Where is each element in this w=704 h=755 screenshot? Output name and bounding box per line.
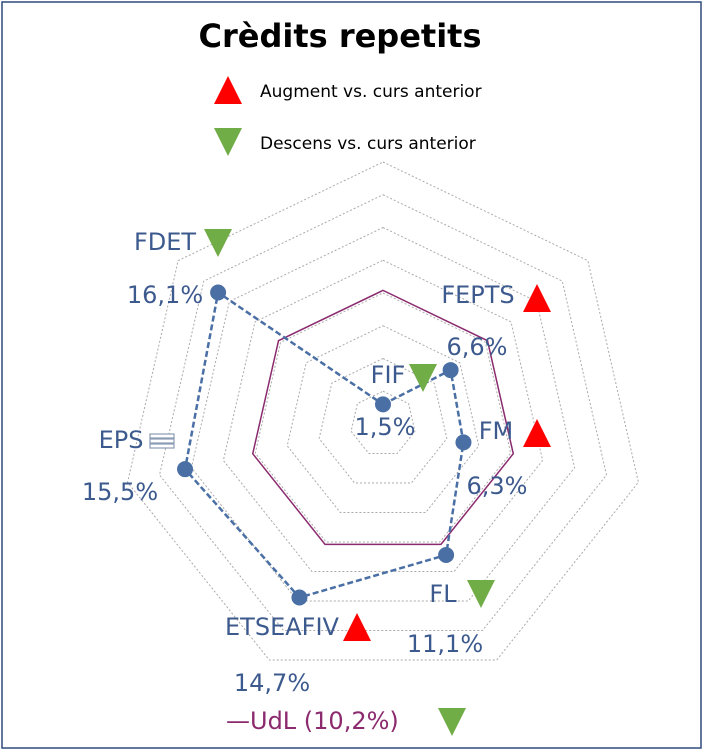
grid-ring (286, 325, 480, 514)
category-label: EPS (99, 426, 144, 454)
legend-label: Descens vs. curs anterior (260, 134, 476, 154)
data-point (455, 434, 472, 451)
equal-bar (149, 443, 175, 449)
value-label: 15,5% (82, 478, 158, 506)
data-point (375, 396, 391, 413)
category-label: FM (479, 417, 514, 445)
category-label: ETSEAFIV (225, 613, 340, 641)
grid-ring (127, 161, 639, 661)
data-point (438, 547, 455, 564)
value-label: 11,1% (407, 630, 483, 658)
trend-marker (409, 364, 437, 392)
equal-bar (149, 438, 175, 444)
value-label: 14,7% (234, 669, 310, 697)
trend-marker (467, 580, 495, 608)
series-line (183, 290, 465, 599)
data-point (210, 284, 227, 301)
reference-marker (438, 708, 466, 736)
legend-label: Augment vs. curs anterior (260, 82, 482, 102)
value-label: 6,3% (467, 472, 528, 500)
chart-title: Crèdits repetits (198, 17, 481, 55)
value-label: 6,6% (447, 333, 508, 361)
grid-ring (350, 390, 416, 455)
reference-line (251, 289, 515, 546)
legend-marker (214, 128, 242, 156)
grid-ring (254, 292, 512, 543)
data-point (442, 362, 459, 379)
trend-marker (343, 613, 371, 641)
value-label: 16,1% (127, 281, 203, 309)
value-label: 1,5% (355, 413, 416, 441)
grid-ring (222, 259, 544, 573)
equal-bar (149, 433, 175, 439)
category-label: FIF (371, 361, 406, 389)
legend-marker (214, 76, 242, 104)
data-point (291, 589, 308, 606)
data-point (177, 461, 194, 478)
category-label: FEPTS (441, 281, 514, 309)
grid-ring (190, 226, 576, 602)
category-label: FDET (134, 228, 196, 256)
grid-ring (158, 194, 608, 632)
trend-marker (523, 419, 551, 447)
reference-label: —UdL (10,2%) (226, 707, 399, 735)
category-label: FL (429, 580, 457, 608)
trend-marker (523, 284, 551, 312)
trend-marker (204, 229, 232, 257)
